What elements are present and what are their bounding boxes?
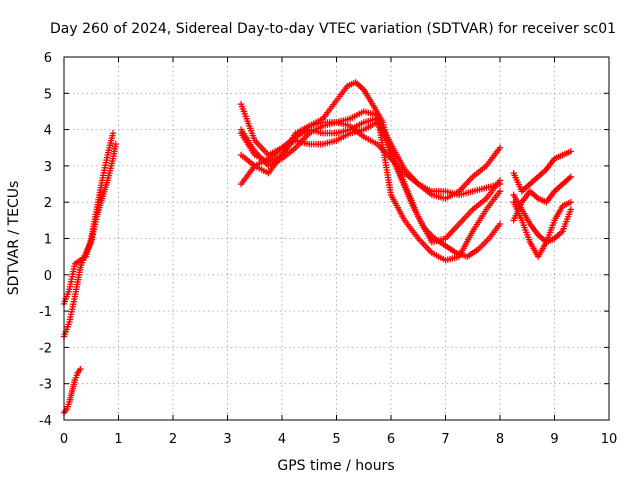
- y-tick-label: -3: [39, 378, 52, 393]
- x-tick-label: 6: [387, 432, 395, 447]
- data-point-seg-late-a: [567, 148, 575, 155]
- x-tick-labels: 0 1 2 3 4 5 6 7 8 9 10: [60, 432, 617, 447]
- data-point-seg-mid-c: [496, 144, 504, 151]
- y-tick-label: 4: [44, 124, 52, 139]
- data-point-seg-mid-e: [496, 180, 504, 188]
- data-point-seg-late-c: [567, 206, 575, 213]
- y-tick-label: 2: [44, 196, 52, 211]
- data-point-seg-late-d: [567, 173, 575, 180]
- grid: [64, 57, 609, 420]
- x-tick-label: 10: [601, 432, 618, 447]
- y-tick-label: 5: [44, 87, 52, 102]
- y-tick-label: 0: [44, 269, 52, 284]
- x-tick-label: 9: [550, 432, 558, 447]
- chart-title: Day 260 of 2024, Sidereal Day-to-day VTE…: [50, 21, 616, 37]
- x-tick-label: 2: [169, 432, 177, 447]
- x-tick-label: 1: [114, 432, 122, 447]
- x-tick-label: 3: [223, 432, 231, 447]
- data-point-seg-early-b: [112, 140, 119, 148]
- y-tick-label: -4: [39, 414, 52, 429]
- x-axis-title: GPS time / hours: [277, 458, 394, 474]
- data-point-seg-early-c: [77, 365, 84, 373]
- axis-ticks: [63, 56, 610, 421]
- y-tick-label: 3: [44, 160, 52, 175]
- y-tick-label: -1: [39, 305, 52, 320]
- data-point-seg-mid-a: [496, 220, 504, 228]
- x-tick-label: 8: [496, 432, 504, 447]
- y-axis-title: SDTVAR / TECUs: [6, 181, 22, 296]
- data-points: [60, 79, 575, 416]
- x-tick-label: 0: [60, 432, 68, 447]
- data-point-seg-late-b: [567, 199, 575, 206]
- y-tick-label: -2: [39, 341, 52, 356]
- x-tick-label: 7: [441, 432, 449, 447]
- x-tick-label: 5: [332, 432, 340, 447]
- x-tick-label: 4: [278, 432, 286, 447]
- y-tick-label: 1: [44, 233, 52, 248]
- data-point-seg-early-a: [109, 130, 117, 137]
- data-point-seg-mid-b: [496, 188, 504, 195]
- y-tick-label: 6: [44, 51, 52, 66]
- y-tick-labels: -4 -3 -2 -1 0 1 2 3 4 5 6: [39, 51, 52, 429]
